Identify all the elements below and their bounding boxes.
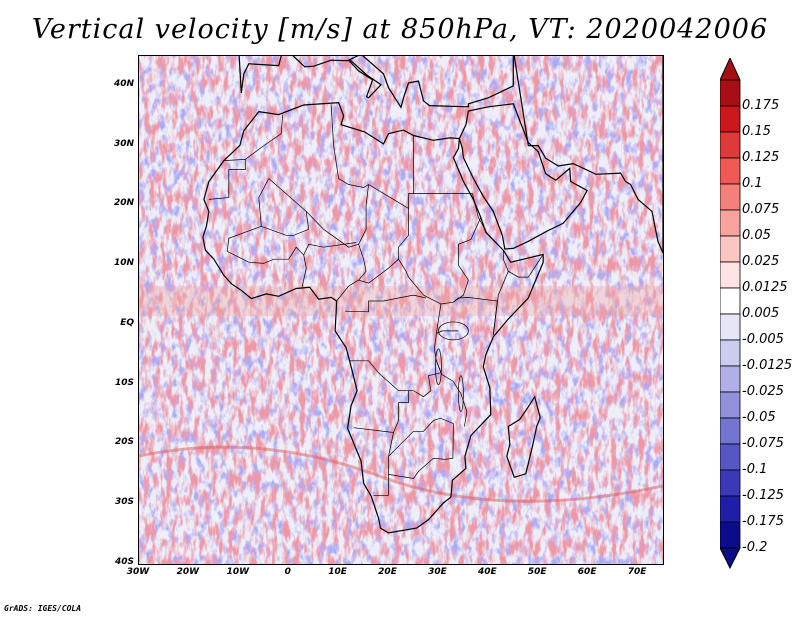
colorbar-swatch [720,469,741,497]
country-border [472,193,489,236]
colorbar-label: 0.05 [742,228,771,243]
colorbar-swatch [720,365,741,393]
country-border [345,294,427,313]
country-border [434,303,468,427]
lat-tick-label: 40N [113,78,134,89]
country-border [227,246,307,287]
coastlines [202,56,663,534]
country-border [408,217,482,305]
lat-tick-label: EQ [120,317,134,328]
lon-tick-label: 50E [527,567,547,577]
colorbar-swatch [720,391,741,419]
lon-tick-label: 20W [176,567,200,577]
lat-tick-label: 20S [114,437,134,448]
colorbar-label: -0.175 [742,514,784,529]
colorbar-swatch [720,495,741,523]
lon-tick-label: 30E [428,567,447,577]
vertical-velocity-texture [139,56,663,564]
country-border [336,279,359,302]
country-border [408,360,442,398]
country-border [502,250,544,278]
country-border [398,208,409,260]
lon-tick-label: 40E [477,567,497,577]
lat-tick-label: 10N [113,258,134,269]
lon-tick-label: 10E [328,567,347,577]
country-border [226,178,270,252]
colorbar-swatch [720,521,741,549]
lat-tick-label: 20N [113,198,134,209]
southern-frontal-band [139,445,663,503]
country-border [261,178,310,236]
colorbar-label: 0.15 [742,124,771,139]
colorbar-swatch [720,443,741,471]
map-canvas [139,56,663,564]
colorbar-label: 0.1 [742,176,763,191]
africa-coastline [202,101,544,534]
arabia-coastline [458,103,588,250]
colorbar-label: 0.0125 [742,280,788,295]
colorbar-swatch [720,339,741,367]
lon-tick-label: 10W [226,567,250,577]
colorbar-swatch [720,79,741,107]
europe-coastline [238,56,514,109]
madagascar-coastline [506,395,541,479]
country-border [358,184,369,245]
lon-tick-label: 70E [627,567,647,577]
colorbar-swatch [720,235,741,263]
lake-outline [438,321,469,341]
lon-tick-label: 30W [126,567,150,577]
country-border [245,114,284,160]
country-border [388,417,454,479]
lon-tick-label: 60E [577,567,597,577]
country-border [303,242,357,256]
country-border [349,360,409,433]
colorbar-label: -0.125 [742,488,784,503]
colorbar-swatch [720,261,741,289]
lat-tick-label: 30N [113,138,134,149]
lat-tick-label: 30S [114,497,134,508]
colorbar-swatch [720,313,741,341]
colorbar-swatch [720,417,741,445]
colorbar-label: 0.005 [742,306,780,321]
colorbar-swatch [720,287,741,315]
map-panel [138,55,664,565]
colorbar-label: 0.125 [742,150,780,165]
colorbar-label: -0.1 [742,462,768,477]
colorbar-label: -0.05 [742,410,776,425]
colorbar-swatch [720,105,741,133]
asia-coastline [513,56,663,254]
lat-tick-label: 10S [114,377,134,388]
lon-tick-label: 0 [284,567,291,577]
colorbar-top-arrow [720,58,741,81]
colorbar-label: -0.025 [742,384,784,399]
lake-outline [458,375,464,412]
country-border [208,159,246,200]
country-borders [208,104,544,496]
colorbar-swatch [720,183,741,211]
colorbar-label: 0.025 [742,254,780,269]
colorbar-label: 0.175 [742,98,780,113]
lake-outline [435,348,442,386]
country-border [492,271,509,336]
colorbar-label: -0.075 [742,436,784,451]
colorbar-swatch [720,157,741,185]
lat-tick-label: 40S [114,557,134,567]
grads-credit: GrADS: IGES/COLA [4,604,82,613]
colorbar-label: -0.2 [742,540,768,555]
colorbar-label: -0.0125 [742,358,793,373]
colorbar-swatch [720,209,741,237]
colorbar-label: 0.075 [742,202,780,217]
lon-tick-label: 20E [378,567,397,577]
colorbar-bottom-arrow [720,547,741,570]
country-border [330,104,414,210]
colorbar [720,58,741,570]
colorbar-label: -0.005 [742,332,784,347]
equatorial-ascent-band [139,286,663,316]
chart-title: Vertical velocity [m/s] at 850hPa, VT: 2… [31,14,769,45]
colorbar-swatch [720,131,741,159]
